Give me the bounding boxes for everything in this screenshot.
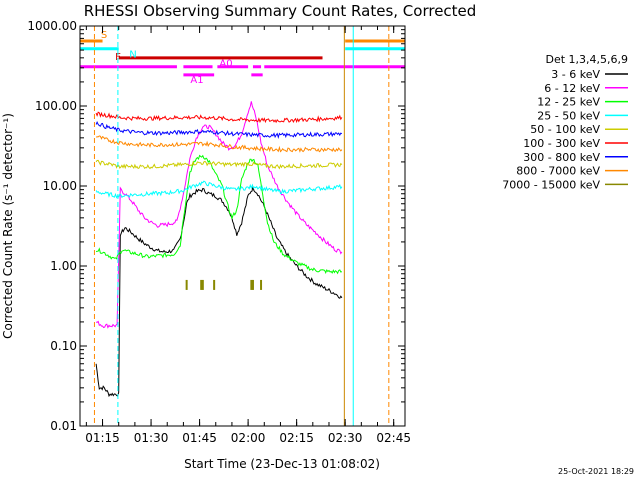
series-line-4: [95, 159, 343, 170]
x-tick-label: 01:15: [85, 431, 120, 445]
series-line-0: [95, 186, 343, 398]
y-tick-label: 10.00: [43, 179, 77, 193]
x-axis-label: Start Time (23-Dec-13 01:08:02): [184, 457, 380, 471]
series-line-1: [96, 101, 343, 329]
legend-entry-label: 7000 - 15000 keV: [502, 178, 600, 191]
observing-flags: S NF A0 A1: [80, 30, 405, 86]
x-tick-label: 02:00: [231, 431, 266, 445]
chart-title: RHESSI Observing Summary Count Rates, Co…: [84, 2, 477, 20]
y-axis-label: Corrected Count Rate (s⁻¹ detector⁻¹): [1, 113, 15, 339]
flag-label-A0: A0: [219, 59, 232, 70]
series-line-2: [95, 154, 343, 275]
legend-entry-label: 300 - 800 keV: [523, 151, 600, 164]
plot-frame: [79, 25, 406, 427]
legend-entry-label: 50 - 100 keV: [530, 123, 600, 136]
y-tick-label: 1.00: [50, 259, 77, 273]
legend-header: Det 1,3,4,5,6,9: [545, 53, 628, 66]
legend-entry-label: 100 - 300 keV: [523, 137, 600, 150]
y-tick-label: 0.10: [50, 339, 77, 353]
timestamp-footer: 25-Oct-2021 18:29: [558, 467, 634, 476]
flag-label-F: F: [115, 52, 121, 63]
y-tick-label: 0.01: [50, 419, 77, 433]
flag-label-N: N: [129, 50, 136, 61]
x-tick-label: 01:45: [182, 431, 217, 445]
plot-area: [79, 26, 390, 426]
legend-entry-label: 25 - 50 keV: [537, 109, 600, 122]
axes: 0.01 0.10 1.00 10.00 100.00 1000.00 01:15 01:30…: [27, 19, 411, 445]
legend-entry-label: 3 - 6 keV: [551, 68, 600, 81]
series-line-6: [95, 120, 343, 140]
legend-entry-label: 6 - 12 keV: [544, 82, 600, 95]
y-tick-label: 1000.00: [27, 19, 77, 33]
x-tick-label: 02:15: [279, 431, 314, 445]
x-tick-label: 01:30: [134, 431, 169, 445]
y-tick-label: 100.00: [35, 99, 77, 113]
series-line-3: [95, 180, 343, 199]
x-tick-label: 02:45: [376, 431, 411, 445]
legend-entry-label: 800 - 7000 keV: [516, 165, 600, 178]
flag-label-S: S: [101, 30, 107, 41]
flag-label-A1: A1: [190, 75, 203, 86]
series-line-7: [95, 135, 343, 153]
x-tick-label: 02:30: [328, 431, 363, 445]
series-line-5: [95, 111, 343, 124]
legend-entry-label: 12 - 25 keV: [537, 96, 600, 109]
